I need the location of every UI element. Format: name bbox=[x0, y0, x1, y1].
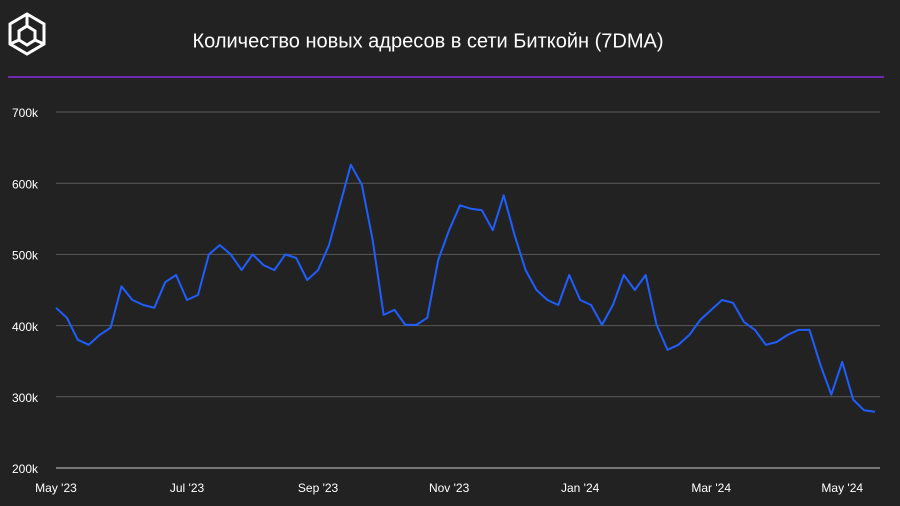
y-tick-label: 700k bbox=[12, 106, 39, 120]
x-tick-label: Sep '23 bbox=[298, 481, 339, 495]
y-tick-label: 200k bbox=[12, 462, 39, 476]
x-tick-label: Jan '24 bbox=[561, 481, 600, 495]
y-tick-label: 600k bbox=[12, 177, 39, 191]
x-tick-label: Mar '24 bbox=[691, 481, 731, 495]
logo bbox=[8, 12, 46, 56]
x-tick-label: Nov '23 bbox=[429, 481, 470, 495]
y-tick-label: 400k bbox=[12, 320, 39, 334]
x-tick-label: May '24 bbox=[821, 481, 863, 495]
x-tick-label: May '23 bbox=[35, 481, 77, 495]
x-tick-label: Jul '23 bbox=[170, 481, 205, 495]
chart-title: Количество новых адресов в сети Биткойн … bbox=[193, 30, 664, 52]
y-tick-label: 300k bbox=[12, 391, 39, 405]
data-line bbox=[55, 163, 876, 413]
y-tick-label: 500k bbox=[12, 249, 39, 263]
